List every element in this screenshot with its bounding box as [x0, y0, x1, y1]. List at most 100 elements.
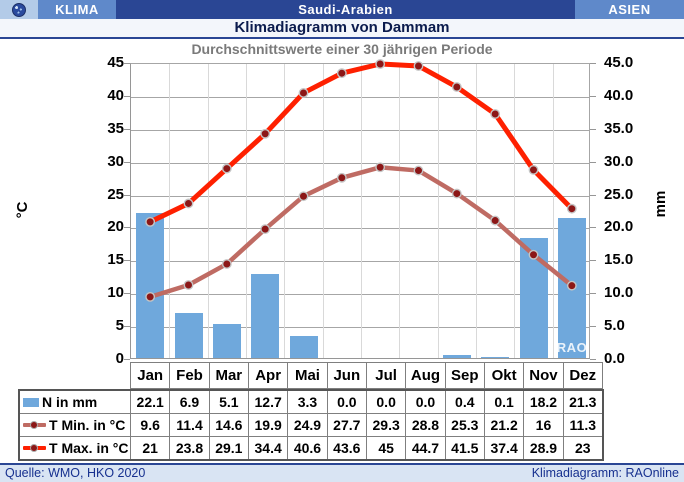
header-badge-klima[interactable]: KLIMA: [38, 0, 116, 19]
data-point-marker: [528, 165, 539, 175]
dot: [30, 421, 38, 429]
month-header-cell: Jan: [129, 362, 171, 389]
value-cell: 22.1: [129, 389, 171, 414]
value-cell: 25.3: [444, 413, 485, 437]
value-cell: 29.3: [365, 413, 407, 437]
right-axis-tick-label: 40.0: [604, 86, 634, 104]
bar-swatch-icon: [23, 397, 39, 407]
left-axis-tick: [124, 359, 130, 360]
page-title: Klimadiagramm von Dammam: [0, 19, 684, 39]
left-axis-tick-label: 0: [115, 350, 124, 367]
data-point-marker: [451, 82, 462, 92]
value-cell: 6.9: [169, 389, 210, 414]
header-badge-asien[interactable]: ASIEN: [575, 0, 684, 19]
value-cell: 0.0: [326, 389, 367, 414]
data-point-marker: [566, 203, 577, 214]
data-point-marker: [145, 291, 156, 302]
value-cell: 43.6: [326, 436, 367, 461]
data-point-marker: [490, 215, 501, 226]
series-label: T Min. in °C: [49, 417, 126, 433]
dot: [30, 444, 38, 452]
right-axis-tick-label: 5.0: [604, 317, 625, 335]
dash: [37, 423, 46, 427]
footer-credit[interactable]: Klimadiagramm: RAOnline: [531, 466, 679, 480]
right-axis-tick: [590, 194, 596, 196]
left-axis-tick-label: 15: [107, 251, 124, 269]
left-axis-tick-label: 10: [107, 284, 124, 302]
data-point-marker: [451, 188, 462, 199]
series-legend-cell: N in mm: [18, 389, 131, 414]
data-point-marker: [183, 280, 194, 290]
chart-subtitle: Durchschnittswerte einer 30 jährigen Per…: [191, 41, 493, 57]
data-point-marker: [260, 224, 271, 235]
left-axis-tick-label: 35: [107, 119, 124, 137]
data-point-marker: [183, 198, 194, 209]
value-cell: 0.0: [365, 389, 407, 414]
right-axis-tick-label: 10.0: [604, 284, 634, 302]
month-header-cell: Dez: [562, 362, 603, 389]
data-point-marker: [528, 249, 539, 260]
month-header-cell: Mar: [208, 362, 249, 389]
value-cell: 18.2: [523, 389, 564, 414]
data-point-marker: [298, 191, 309, 202]
right-axis-tick: [590, 227, 596, 229]
horizontal-gridline: [131, 294, 589, 296]
value-cell: 12.7: [247, 389, 289, 414]
precipitation-bar: [136, 212, 165, 358]
data-point-marker: [566, 280, 577, 291]
value-cell: 14.6: [208, 413, 249, 437]
left-axis-tick: [124, 95, 130, 97]
left-axis-unit-label: °C: [14, 201, 31, 219]
value-cell: 41.5: [444, 436, 485, 461]
value-cell: 44.7: [405, 436, 446, 461]
value-cell: 9.6: [129, 413, 171, 437]
data-point-marker: [336, 68, 347, 79]
value-cell: 27.7: [326, 413, 367, 437]
value-cell: 21: [129, 436, 171, 461]
right-axis-tick-label: 20.0: [604, 218, 634, 236]
line-marker-swatch-icon: [23, 420, 46, 430]
month-header-cell: Okt: [483, 362, 525, 389]
vertical-gridline: [207, 64, 209, 358]
left-axis-tick: [124, 260, 130, 262]
left-axis-tick: [124, 128, 130, 130]
data-point-marker: [298, 88, 309, 98]
left-axis-tick: [124, 194, 130, 196]
value-cell: 23.8: [169, 436, 210, 461]
value-cell: 21.3: [562, 389, 604, 414]
right-axis-tick: [590, 260, 596, 262]
plot-area: [130, 59, 590, 359]
footer-bar: Quelle: WMO, HKO 2020 Klimadiagramm: RAO…: [0, 463, 684, 482]
right-axis-tick-label: 25.0: [604, 185, 634, 203]
left-axis-tick-label: 30: [107, 152, 124, 170]
series-legend-cell: T Max. in °C: [18, 436, 131, 461]
right-axis-tick: [590, 326, 596, 328]
value-cell: 11.3: [562, 413, 604, 437]
data-point-marker: [221, 259, 232, 269]
month-header-cell: Nov: [523, 362, 564, 389]
right-axis-tick: [590, 293, 596, 295]
right-axis-tick-label: 35.0: [604, 119, 634, 137]
left-axis-tick-label: 5: [115, 317, 124, 335]
right-axis-tick-label: 30.0: [604, 152, 634, 170]
globe-icon: [12, 2, 26, 17]
line-marker-swatch-icon: [23, 443, 46, 453]
series-label: T Max. in °C: [49, 440, 129, 456]
value-cell: 24.9: [287, 413, 328, 437]
precipitation-bar: [174, 312, 203, 358]
left-axis-tick: [124, 161, 130, 163]
footer-source: Quelle: WMO, HKO 2020: [5, 466, 146, 480]
value-cell: 0.1: [483, 389, 525, 414]
precipitation-bar: [212, 324, 241, 358]
value-cell: 45: [365, 436, 407, 461]
value-cell: 29.1: [208, 436, 249, 461]
month-header-cell: Aug: [405, 362, 446, 389]
left-axis-tick: [124, 326, 130, 328]
month-header-cell: Jul: [365, 362, 407, 389]
right-axis-tick-label: 15.0: [604, 251, 634, 269]
data-point-marker: [375, 162, 386, 173]
horizontal-gridline: [131, 162, 589, 164]
right-axis-tick: [590, 161, 596, 163]
header-bar: KLIMA Saudi-Arabien ASIEN: [0, 0, 684, 19]
temperature-lines: [145, 59, 577, 302]
